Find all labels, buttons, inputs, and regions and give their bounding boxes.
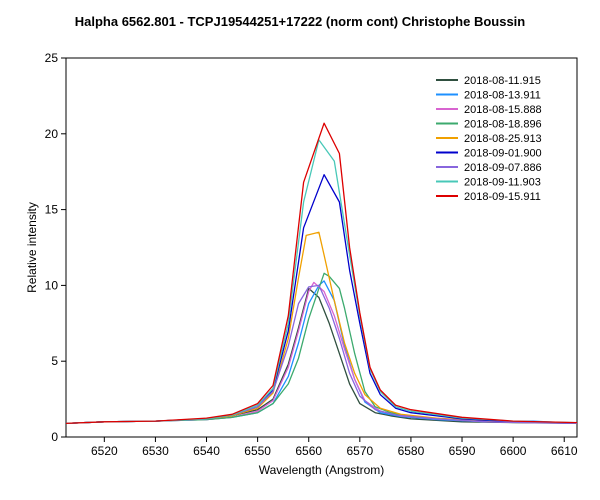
y-tick-label: 10 <box>45 278 59 292</box>
chart-title: Halpha 6562.801 - TCPJ19544251+17222 (no… <box>74 14 526 29</box>
legend: 2018-08-11.915 2018-08-13.911 2018-08-15.8… <box>436 75 542 203</box>
x-axis-label: Wavelength (Angstrom) <box>259 463 385 477</box>
series-line <box>65 174 578 425</box>
series-layer <box>65 122 578 425</box>
series-line <box>65 231 578 425</box>
x-tick-label: 6600 <box>500 444 527 458</box>
y-axis-label: Relative intensity <box>25 202 39 293</box>
legend-label: 2018-08-18.896 <box>464 119 542 131</box>
series-line <box>65 122 578 425</box>
y-tick-label: 15 <box>45 203 59 217</box>
y-tick-label: 25 <box>45 51 59 65</box>
plot-area <box>65 57 578 438</box>
plot-border <box>65 57 578 438</box>
x-tick-label: 6580 <box>398 444 425 458</box>
legend-label: 2018-09-11.903 <box>464 177 541 189</box>
series-line <box>65 284 578 425</box>
x-tick-label: 6550 <box>244 444 271 458</box>
legend-label: 2018-08-25.913 <box>464 133 542 145</box>
legend-label: 2018-09-01.900 <box>464 148 542 160</box>
series-line <box>65 139 578 425</box>
legend-label: 2018-09-07.886 <box>464 162 542 174</box>
series-line <box>65 287 578 425</box>
x-tick-label: 6540 <box>193 444 220 458</box>
x-tick-label: 6570 <box>346 444 373 458</box>
y-tick-label: 0 <box>51 430 58 444</box>
series-line <box>65 272 578 425</box>
x-tick-label: 6560 <box>295 444 322 458</box>
x-tick-label: 6530 <box>142 444 169 458</box>
x-tick-label: 6590 <box>449 444 476 458</box>
legend-label: 2018-08-11.915 <box>464 75 541 87</box>
y-tick-label: 5 <box>51 354 58 368</box>
legend-label: 2018-08-13.911 <box>464 90 541 102</box>
legend-label: 2018-08-15.888 <box>464 104 542 116</box>
x-tick-label: 6610 <box>551 444 578 458</box>
legend-label: 2018-09-15.911 <box>464 191 541 203</box>
axes: 6520 6530 6540 6550 6560 6570 6580 6590 6600 6610… <box>45 51 578 458</box>
y-tick-label: 20 <box>45 127 59 141</box>
x-tick-label: 6520 <box>91 444 118 458</box>
